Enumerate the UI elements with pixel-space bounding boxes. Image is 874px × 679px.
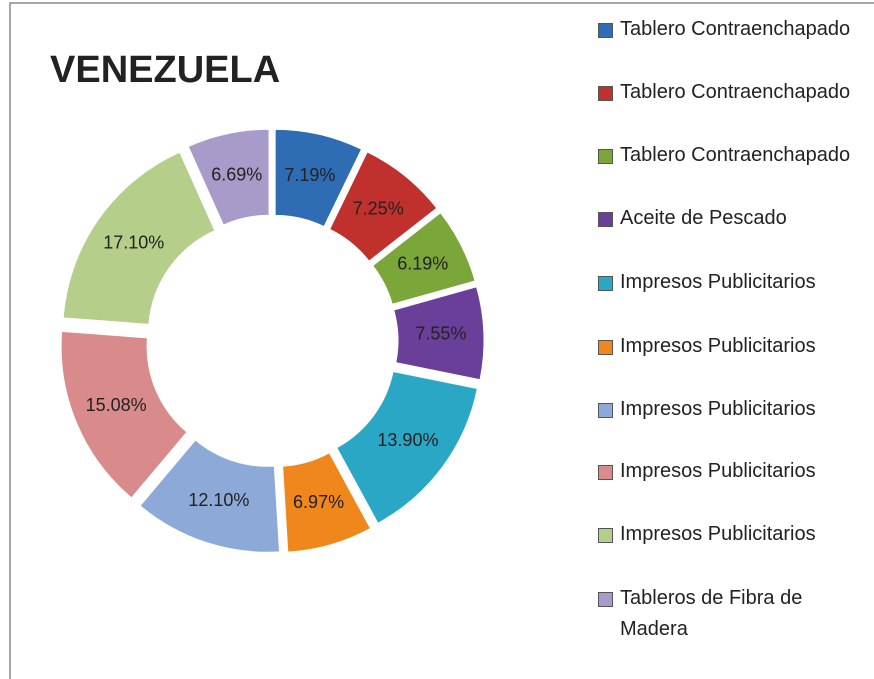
doughnut-segment: [62, 151, 216, 325]
doughnut-segment: [393, 286, 485, 381]
frame: [9, 2, 874, 679]
chart-title: VENEZUELA: [50, 49, 280, 91]
data-label: 6.19%: [397, 253, 448, 273]
data-label: 15.08%: [86, 395, 147, 415]
legend-entry: Tableros de Fibra de Madera: [598, 583, 868, 645]
legend-label: Tablero Contraenchapado: [620, 144, 851, 166]
legend-swatch: [598, 528, 613, 543]
doughnut-segment: [60, 330, 188, 499]
legend-label: Impresos Publicitarios: [620, 398, 816, 420]
data-label: 13.90%: [377, 430, 438, 450]
legend-label: Impresos Publicitarios: [620, 523, 816, 545]
doughnut-segment: [336, 370, 478, 524]
legend-label: Impresos Publicitarios: [620, 271, 816, 293]
legend-entry: Impresos Publicitarios: [598, 267, 868, 298]
legend-label: Impresos Publicitarios: [620, 460, 816, 482]
doughnut-segment: [282, 452, 372, 553]
legend-label: Tablero Contraenchapado: [620, 18, 851, 40]
legend-entry: Tablero Contraenchapado: [598, 14, 868, 45]
legend-entry: Tablero Contraenchapado: [598, 140, 868, 171]
legend-label: Impresos Publicitarios: [620, 335, 816, 357]
data-label: 12.10%: [188, 490, 249, 510]
legend-swatch: [598, 340, 613, 355]
data-label: 17.10%: [103, 232, 164, 252]
legend-entry: Impresos Publicitarios: [598, 456, 868, 487]
data-label: 7.19%: [284, 165, 335, 185]
doughnut-segment: [274, 128, 363, 228]
data-label: 6.69%: [211, 164, 262, 184]
legend-swatch: [598, 403, 613, 418]
legend-label: Tablero Contraenchapado: [620, 81, 851, 103]
legend-swatch: [598, 212, 613, 227]
doughnut-segment: [187, 128, 270, 226]
doughnut-segment: [372, 211, 476, 305]
data-label: 7.55%: [415, 323, 466, 343]
doughnut-segment: [329, 151, 438, 262]
data-label: 6.97%: [293, 492, 344, 512]
legend-swatch: [598, 465, 613, 480]
legend-swatch: [598, 23, 613, 38]
data-label: 7.25%: [353, 198, 404, 218]
legend-swatch: [598, 276, 613, 291]
legend-entry: Impresos Publicitarios: [598, 394, 868, 425]
legend-swatch: [598, 86, 613, 101]
legend-entry: Aceite de Pescado: [598, 203, 868, 234]
legend-entry: Impresos Publicitarios: [598, 519, 868, 550]
doughnut-segment: [139, 439, 281, 553]
legend-swatch: [598, 592, 613, 607]
legend-entry: Impresos Publicitarios: [598, 331, 868, 362]
legend-entry: Tablero Contraenchapado: [598, 77, 868, 108]
legend-label: Aceite de Pescado: [620, 207, 787, 229]
legend-label: Tableros de Fibra de Madera: [620, 587, 803, 640]
legend-swatch: [598, 149, 613, 164]
